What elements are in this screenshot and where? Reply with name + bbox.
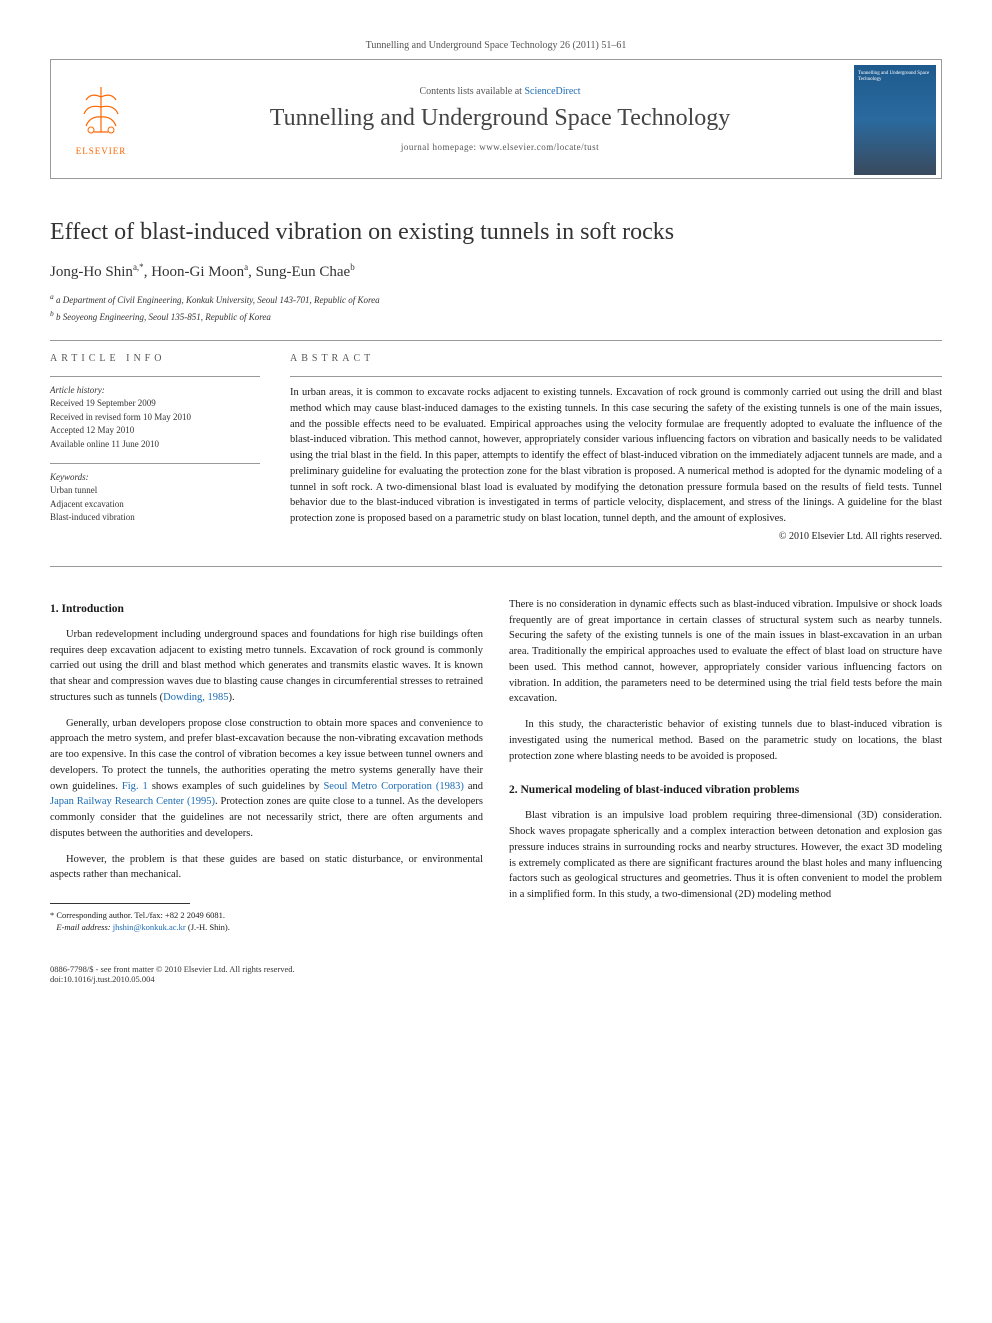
elsevier-tree-icon — [76, 82, 126, 142]
publisher-logo: ELSEVIER — [51, 60, 151, 178]
sciencedirect-link[interactable]: ScienceDirect — [524, 86, 580, 97]
section-2-heading: 2. Numerical modeling of blast-induced v… — [509, 784, 942, 796]
s1-p3: However, the problem is that these guide… — [50, 852, 483, 884]
abstract-copyright: © 2010 Elsevier Ltd. All rights reserved… — [290, 531, 942, 542]
article-info-column: ARTICLE INFO Article history: Received 1… — [50, 353, 260, 542]
divider-2 — [50, 566, 942, 567]
corresponding-author-footnote: * Corresponding author. Tel./fax: +82 2 … — [50, 910, 483, 934]
author-1: Jong-Ho Shin — [50, 264, 133, 280]
s1-p2: Generally, urban developers propose clos… — [50, 716, 483, 842]
cover-title-text: Tunnelling and Underground Space Technol… — [858, 71, 932, 83]
ref-seoul-metro[interactable]: Seoul Metro Corporation (1983) — [323, 781, 463, 792]
info-divider — [50, 376, 260, 377]
author-2: Hoon-Gi Moon — [151, 264, 244, 280]
page-footer: 0886-7798/$ - see front matter © 2010 El… — [50, 964, 942, 984]
left-column: 1. Introduction Urban redevelopment incl… — [50, 597, 483, 934]
journal-header-box: ELSEVIER Contents lists available at Sci… — [50, 59, 942, 179]
affiliation-a: a a Department of Civil Engineering, Kon… — [50, 291, 942, 308]
right-column: There is no consideration in dynamic eff… — [509, 597, 942, 934]
keyword-1: Urban tunnel — [50, 484, 260, 498]
s2-p1: Blast vibration is an impulsive load pro… — [509, 808, 942, 903]
ref-japan-railway[interactable]: Japan Railway Research Center (1995) — [50, 796, 215, 807]
keywords-label: Keywords: — [50, 472, 260, 482]
corr-email-link[interactable]: jhshin@konkuk.ac.kr — [113, 922, 186, 932]
divider — [50, 340, 942, 341]
footer-copyright: 0886-7798/$ - see front matter © 2010 El… — [50, 964, 295, 974]
keywords-block: Urban tunnel Adjacent excavation Blast-i… — [50, 484, 260, 525]
footer-doi: doi:10.1016/j.tust.2010.05.004 — [50, 974, 295, 984]
history-block: Received 19 September 2009 Received in r… — [50, 397, 260, 451]
header-center: Contents lists available at ScienceDirec… — [151, 60, 849, 178]
article-info-heading: ARTICLE INFO — [50, 353, 260, 364]
section-1-heading: 1. Introduction — [50, 603, 483, 615]
author-3: Sung-Eun Chae — [256, 264, 351, 280]
homepage-url: www.elsevier.com/locate/tust — [479, 142, 599, 152]
abstract-text: In urban areas, it is common to excavate… — [290, 385, 942, 527]
publisher-name: ELSEVIER — [76, 146, 127, 156]
corr-author-line: * Corresponding author. Tel./fax: +82 2 … — [50, 910, 483, 922]
article-title: Effect of blast-induced vibration on exi… — [50, 219, 942, 246]
history-accepted: Accepted 12 May 2010 — [50, 424, 260, 438]
ref-dowding[interactable]: Dowding, 1985 — [163, 692, 228, 703]
history-revised: Received in revised form 10 May 2010 — [50, 411, 260, 425]
homepage-prefix: journal homepage: — [401, 142, 479, 152]
s1-p1: Urban redevelopment including undergroun… — [50, 627, 483, 706]
journal-homepage: journal homepage: www.elsevier.com/locat… — [401, 142, 599, 152]
journal-cover-thumbnail: Tunnelling and Underground Space Technol… — [854, 65, 936, 175]
author-2-mark: a — [244, 262, 248, 272]
abstract-divider — [290, 376, 942, 377]
keyword-3: Blast-induced vibration — [50, 511, 260, 525]
ref-fig1[interactable]: Fig. 1 — [122, 781, 148, 792]
s1-p5: In this study, the characteristic behavi… — [509, 717, 942, 764]
body-columns: 1. Introduction Urban redevelopment incl… — [50, 597, 942, 934]
contents-prefix: Contents lists available at — [419, 86, 524, 97]
journal-issue-header: Tunnelling and Underground Space Technol… — [50, 40, 942, 51]
history-online: Available online 11 June 2010 — [50, 438, 260, 452]
abstract-heading: ABSTRACT — [290, 353, 942, 364]
contents-available-line: Contents lists available at ScienceDirec… — [419, 86, 580, 97]
corr-email-line: E-mail address: jhshin@konkuk.ac.kr (J.-… — [50, 922, 483, 934]
keyword-2: Adjacent excavation — [50, 498, 260, 512]
affiliation-b: b b Seoyeong Engineering, Seoul 135-851,… — [50, 308, 942, 325]
info-abstract-row: ARTICLE INFO Article history: Received 1… — [50, 353, 942, 542]
info-divider-2 — [50, 463, 260, 464]
author-3-mark: b — [350, 262, 355, 272]
journal-name: Tunnelling and Underground Space Technol… — [270, 105, 731, 132]
author-list: Jong-Ho Shina,*, Hoon-Gi Moona, Sung-Eun… — [50, 262, 942, 281]
history-label: Article history: — [50, 385, 260, 395]
s1-p4: There is no consideration in dynamic eff… — [509, 597, 942, 707]
history-received: Received 19 September 2009 — [50, 397, 260, 411]
affiliations: a a Department of Civil Engineering, Kon… — [50, 291, 942, 324]
footnote-divider — [50, 903, 190, 904]
abstract-column: ABSTRACT In urban areas, it is common to… — [290, 353, 942, 542]
footer-left: 0886-7798/$ - see front matter © 2010 El… — [50, 964, 295, 984]
author-1-mark: a,* — [133, 262, 144, 272]
